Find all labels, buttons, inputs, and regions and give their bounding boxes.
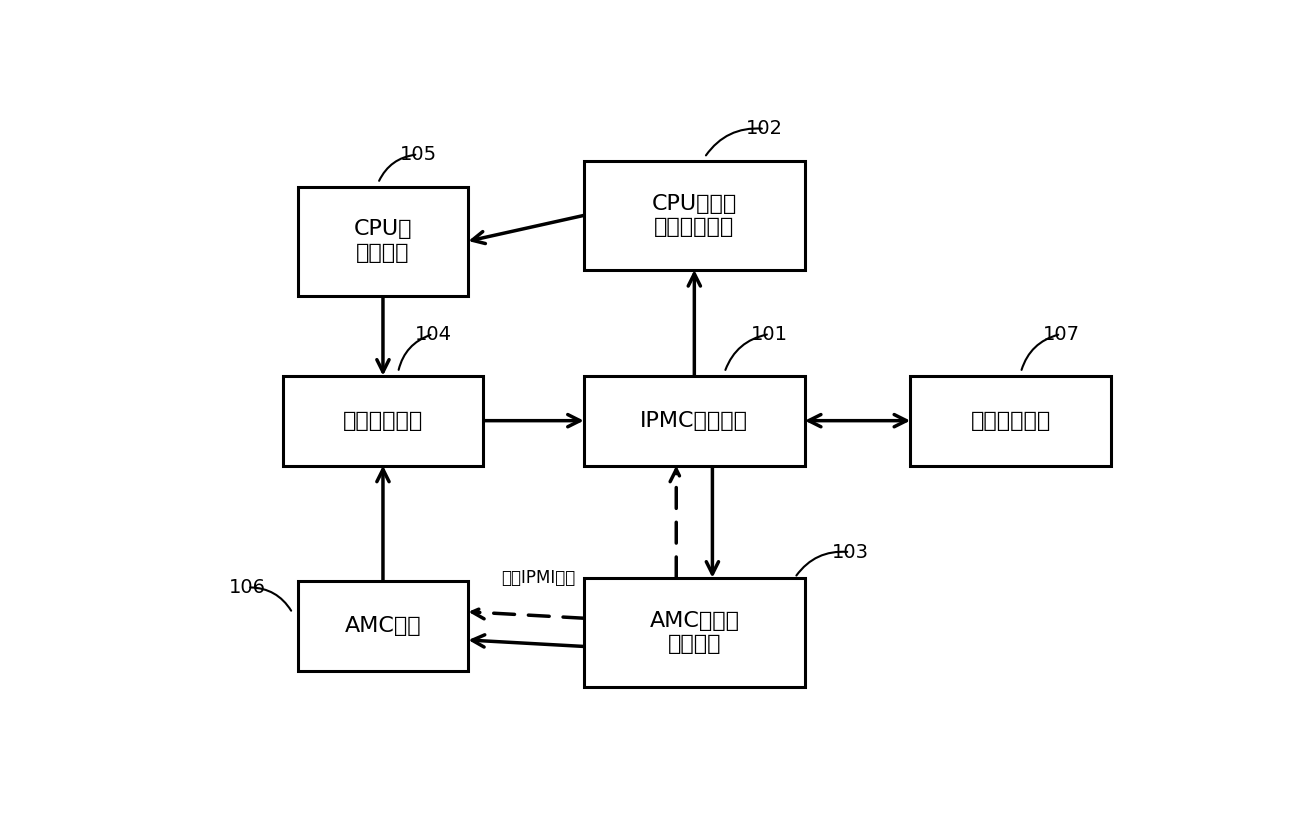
Bar	[910, 376, 1111, 466]
Text: 103: 103	[832, 542, 868, 561]
Text: 107: 107	[1042, 325, 1080, 343]
Text: 105: 105	[399, 145, 437, 164]
Text: 人机交互模块: 人机交互模块	[971, 411, 1051, 431]
FancyArrowPatch shape	[472, 635, 583, 647]
Bar	[298, 581, 468, 671]
FancyArrowPatch shape	[670, 470, 683, 578]
Bar	[583, 376, 805, 466]
Bar	[283, 376, 483, 466]
Text: AMC模块: AMC模块	[345, 616, 421, 636]
Text: AMC卡功率
管理模块: AMC卡功率 管理模块	[649, 611, 739, 654]
FancyArrowPatch shape	[472, 216, 583, 243]
Bar	[583, 578, 805, 687]
Text: IPMC管理模块: IPMC管理模块	[640, 411, 748, 431]
Text: 101: 101	[752, 325, 788, 343]
Text: CPU和
内存模块: CPU和 内存模块	[354, 219, 412, 262]
FancyArrowPatch shape	[688, 274, 700, 376]
FancyArrowPatch shape	[472, 606, 583, 619]
Text: CPU和内存
功率管理模块: CPU和内存 功率管理模块	[652, 194, 737, 237]
Text: 102: 102	[746, 119, 783, 138]
FancyArrowPatch shape	[483, 415, 581, 426]
Text: 标准IPMI数据: 标准IPMI数据	[502, 569, 575, 586]
FancyArrowPatch shape	[809, 415, 906, 426]
Text: 功率监测模块: 功率监测模块	[343, 411, 422, 431]
Bar	[298, 187, 468, 296]
FancyArrowPatch shape	[706, 466, 718, 574]
Bar	[583, 161, 805, 270]
Text: 104: 104	[415, 325, 452, 343]
FancyArrowPatch shape	[377, 470, 389, 581]
Text: 106: 106	[229, 578, 266, 597]
FancyArrowPatch shape	[377, 296, 389, 372]
